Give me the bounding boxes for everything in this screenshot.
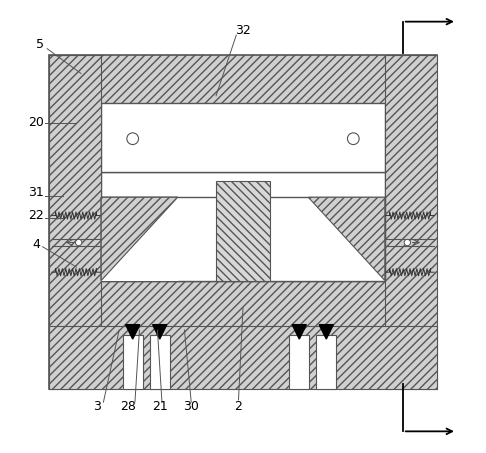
Bar (150, 335, 170, 389)
Circle shape (75, 239, 82, 246)
Bar (289, 335, 310, 389)
Text: 5: 5 (36, 38, 44, 51)
Circle shape (127, 133, 139, 145)
Text: 31: 31 (28, 186, 44, 199)
Bar (316, 335, 336, 389)
Polygon shape (319, 325, 333, 339)
Polygon shape (308, 197, 385, 280)
Bar (216, 182, 270, 280)
Bar (50, 326, 436, 389)
Polygon shape (125, 325, 140, 339)
Text: 32: 32 (235, 24, 251, 37)
Bar (101, 173, 385, 280)
Text: 30: 30 (183, 400, 199, 413)
Polygon shape (101, 197, 178, 280)
Polygon shape (292, 325, 306, 339)
Circle shape (404, 239, 411, 246)
Circle shape (347, 133, 359, 145)
Text: 2: 2 (235, 400, 243, 413)
Text: 3: 3 (93, 400, 101, 413)
Text: 21: 21 (152, 400, 168, 413)
Text: 28: 28 (120, 400, 136, 413)
Text: 4: 4 (32, 238, 40, 251)
Bar (50, 55, 101, 389)
Polygon shape (101, 197, 178, 280)
Bar (122, 335, 143, 389)
Bar (50, 55, 436, 389)
Text: 22: 22 (28, 209, 44, 222)
Bar (101, 197, 385, 280)
Bar (101, 103, 385, 173)
Polygon shape (101, 197, 178, 280)
Bar (385, 55, 436, 389)
Text: 20: 20 (28, 116, 44, 130)
Polygon shape (153, 325, 167, 339)
